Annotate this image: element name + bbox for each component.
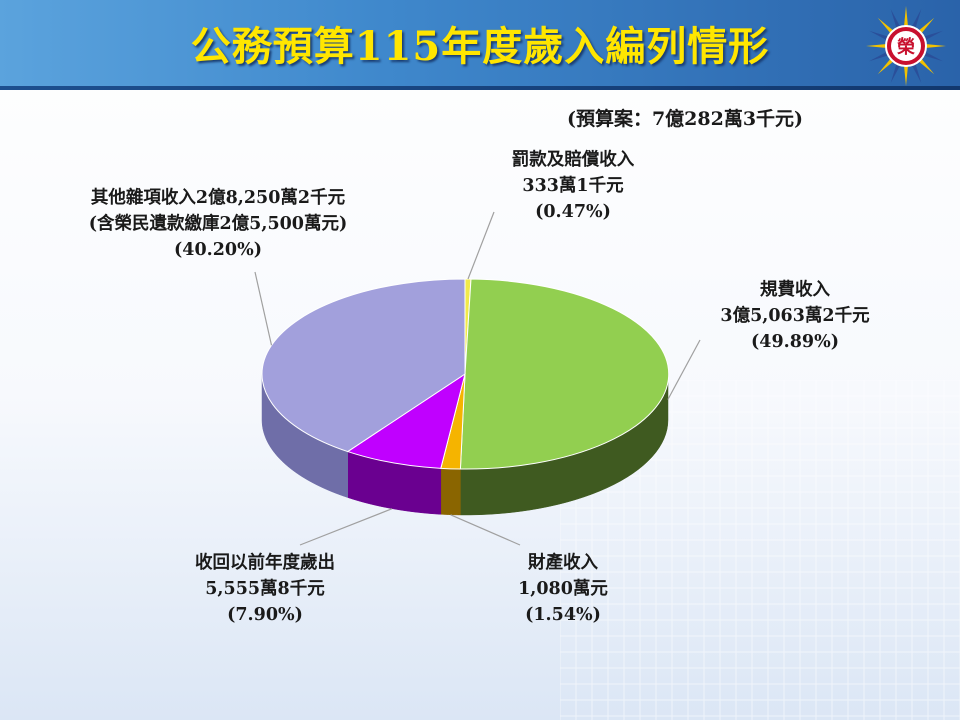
emblem-ray [877,17,895,35]
emblem-ray [910,61,922,83]
label-property-percent: (1.54%) [525,605,601,625]
pie-slice-4 [261,278,466,453]
leader-line-4 [254,271,273,346]
label-fees-name: 規費收入 [760,280,830,300]
label-fees: 規費收入 3億5,063萬2千元 (49.89%) [690,277,900,355]
leader-line-3 [299,508,393,546]
label-fees-amount: 3億5,063萬2千元 [720,306,870,326]
emblem-ray [869,30,891,42]
emblem-ray [917,57,935,75]
pie-slice-3 [346,372,466,469]
label-fines-name: 罰款及賠償收入 [511,150,635,170]
label-property-name: 財產收入 [528,553,598,573]
label-property: 財產收入 1,080萬元 (1.54%) [478,550,648,628]
label-recovered-name: 收回以前年度歲出 [195,553,335,573]
pie-slice-1 [459,278,670,470]
budget-total: (預算案：7億282萬3千元) [566,108,804,130]
leader-line-2 [450,514,521,546]
label-misc-name: 其他雜項收入2億8,250萬2千元 [90,188,346,208]
label-fines-percent: (0.47%) [535,202,611,222]
emblem-ray [866,43,889,49]
emblem-ray [921,30,943,42]
emblem-ray [903,6,909,29]
emblem-ray [910,9,922,31]
pie-side-2 [440,468,461,516]
label-recovered-amount: 5,555萬8千元 [205,579,325,599]
emblem-ray [869,50,891,62]
label-misc-amount: (含榮民遺款繳庫2億5,500萬元) [88,214,348,234]
leader-line-1 [667,339,701,400]
pie-sides [261,373,669,516]
label-recovered-percent: (7.90%) [227,605,303,625]
label-misc: 其他雜項收入2億8,250萬2千元 (含榮民遺款繳庫2億5,500萬元) (40… [18,185,418,263]
emblem-icon: 榮 [866,6,946,86]
label-fees-percent: (49.89%) [751,332,839,352]
label-fines: 罰款及賠償收入 333萬1千元 (0.47%) [478,147,668,225]
emblem-ray [921,50,943,62]
emblem-ray [890,9,902,31]
label-misc-percent: (40.20%) [174,240,262,260]
slide-title: 公務預算115年度歲入編列情形 [190,23,770,70]
emblem-ray [877,57,895,75]
leader-line-0 [467,211,495,280]
leader-lines [254,211,701,546]
label-recovered: 收回以前年度歲出 5,555萬8千元 (7.90%) [155,550,375,628]
emblem-ray [890,61,902,83]
label-fines-amount: 333萬1千元 [522,176,624,196]
emblem-char: 榮 [897,36,915,58]
header-divider [0,86,960,90]
emblem-ray [923,43,946,49]
pie-top [261,278,670,470]
emblem-ray [903,63,909,86]
emblem-ray [917,17,935,35]
header-bar [0,0,960,90]
label-property-amount: 1,080萬元 [518,579,608,599]
